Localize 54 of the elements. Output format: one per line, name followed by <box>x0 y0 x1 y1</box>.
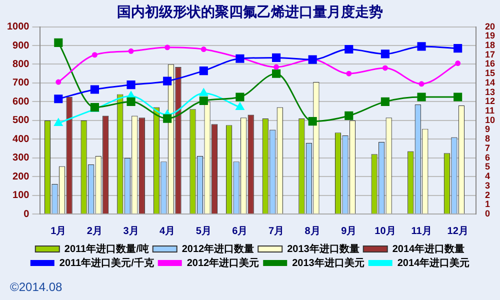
y-tick-label: 300 <box>12 152 30 164</box>
y2-tick-label: 17 <box>484 49 496 60</box>
legend-label: 2013年进口数量 <box>287 242 360 255</box>
y-tick-label: 600 <box>12 96 30 108</box>
y2-tick-label: 13 <box>484 86 496 97</box>
x-tick-label: 12月 <box>447 226 468 237</box>
y-tick-label: 900 <box>12 40 30 52</box>
y-tick-label: 500 <box>12 115 30 126</box>
y2-tick-label: 11 <box>484 106 495 116</box>
x-tick-label: 8月 <box>304 226 320 237</box>
y2-tick-label: 3 <box>484 180 490 190</box>
y-tick-label: 800 <box>12 58 30 70</box>
legend-label: 2014年进口美元 <box>397 256 470 269</box>
x-tick-label: 1月 <box>50 226 66 237</box>
y2-tick-label: 8 <box>484 134 490 144</box>
x-tick-label: 4月 <box>160 226 176 237</box>
y2-tick-label: 10 <box>484 114 496 125</box>
x-tick-label: 7月 <box>268 226 284 237</box>
legend-label: 2014年进口数量 <box>392 242 465 255</box>
y2-tick-label: 19 <box>484 30 496 41</box>
y2-tick-label: 12 <box>484 96 496 106</box>
y2-tick-label: 15 <box>484 68 496 78</box>
y2-tick-label: 7 <box>484 142 490 153</box>
legend-label: 2012年进口数量 <box>182 242 254 255</box>
x-tick-label: 3月 <box>123 226 139 237</box>
x-tick-label: 5月 <box>196 226 212 237</box>
y2-tick-label: 20 <box>484 21 496 32</box>
legend-label: 2011年进口美元/千克 <box>59 256 155 269</box>
y2-tick-label: 14 <box>484 77 496 88</box>
x-tick-label: 2月 <box>86 226 102 237</box>
y-tick-label: 1000 <box>6 22 30 33</box>
y2-tick-label: 2 <box>484 190 490 200</box>
y-tick-label: 200 <box>12 171 30 182</box>
text: ©2014.08 <box>10 280 62 294</box>
x-tick-label: 6月 <box>232 226 248 237</box>
x-tick-label: 11月 <box>411 226 432 237</box>
y-tick-label: 700 <box>12 78 30 89</box>
y2-tick-label: 5 <box>484 162 490 172</box>
y2-tick-label: 0 <box>484 208 490 218</box>
legend-label: 2012年进口美元 <box>186 256 260 269</box>
y-tick-label: 100 <box>12 190 30 202</box>
y-tick-label: 0 <box>24 208 30 220</box>
chart-title: 国内初级形状的聚四氟乙烯进口量月度走势 <box>117 3 383 20</box>
y2-tick-label: 18 <box>484 40 496 50</box>
legend-label: 2013年进口美元 <box>292 256 364 269</box>
x-tick-label: 9月 <box>341 226 357 237</box>
y2-tick-label: 4 <box>484 171 490 182</box>
x-tick-label: 10月 <box>374 226 396 237</box>
legend-label: 2011年进口数量/吨 <box>64 242 149 255</box>
y2-tick-label: 1 <box>484 199 490 210</box>
y-tick-label: 400 <box>12 134 30 145</box>
y2-tick-label: 6 <box>484 152 490 162</box>
y2-tick-label: 9 <box>484 124 490 134</box>
y2-tick-label: 16 <box>484 58 496 69</box>
